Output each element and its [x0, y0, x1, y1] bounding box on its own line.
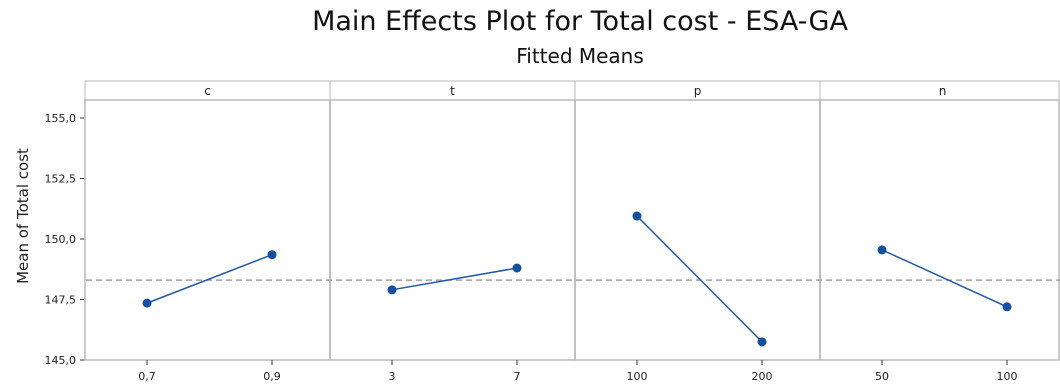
data-point-t-low	[387, 285, 397, 295]
y-tick-label: 147,5	[45, 294, 77, 307]
effect-line-p	[636, 215, 763, 343]
x-tick-label-t: 7	[514, 370, 521, 383]
effect-line-c	[146, 254, 273, 304]
effect-line-t	[391, 267, 518, 291]
x-tick-label-n: 50	[875, 370, 889, 383]
chart-title: Main Effects Plot for Total cost - ESA-G…	[312, 6, 848, 37]
y-tick-label: 152,5	[45, 173, 77, 186]
panel-strip-label-p: p	[694, 84, 702, 98]
y-tick-label: 145,0	[45, 354, 77, 367]
data-point-c-high	[267, 250, 277, 260]
data-point-n-low	[877, 245, 887, 255]
data-point-n-high	[1002, 302, 1012, 312]
data-point-t-high	[512, 263, 522, 273]
y-tick-label: 155,0	[45, 112, 77, 125]
chart-subtitle: Fitted Means	[516, 44, 644, 68]
panel-n	[819, 99, 1060, 361]
x-tick-label-p: 100	[627, 370, 648, 383]
y-axis-label: Mean of Total cost	[14, 148, 32, 284]
effect-line-n	[881, 249, 1008, 308]
panel-p	[574, 99, 821, 361]
y-tick-label: 150,0	[45, 233, 77, 246]
data-point-c-low	[142, 298, 152, 308]
x-tick-label-t: 3	[389, 370, 396, 383]
x-tick-label-p: 200	[752, 370, 773, 383]
x-tick-label-c: 0,9	[263, 370, 281, 383]
panel-strip-label-n: n	[939, 84, 947, 98]
panel-t	[329, 99, 576, 361]
panel-c	[84, 99, 331, 361]
panel-strip-label-t: t	[450, 84, 455, 98]
x-tick-label-n: 100	[997, 370, 1018, 383]
data-point-p-high	[757, 337, 767, 347]
panel-strip-label-c: c	[204, 84, 211, 98]
x-tick-label-c: 0,7	[138, 370, 156, 383]
data-point-p-low	[632, 211, 642, 221]
